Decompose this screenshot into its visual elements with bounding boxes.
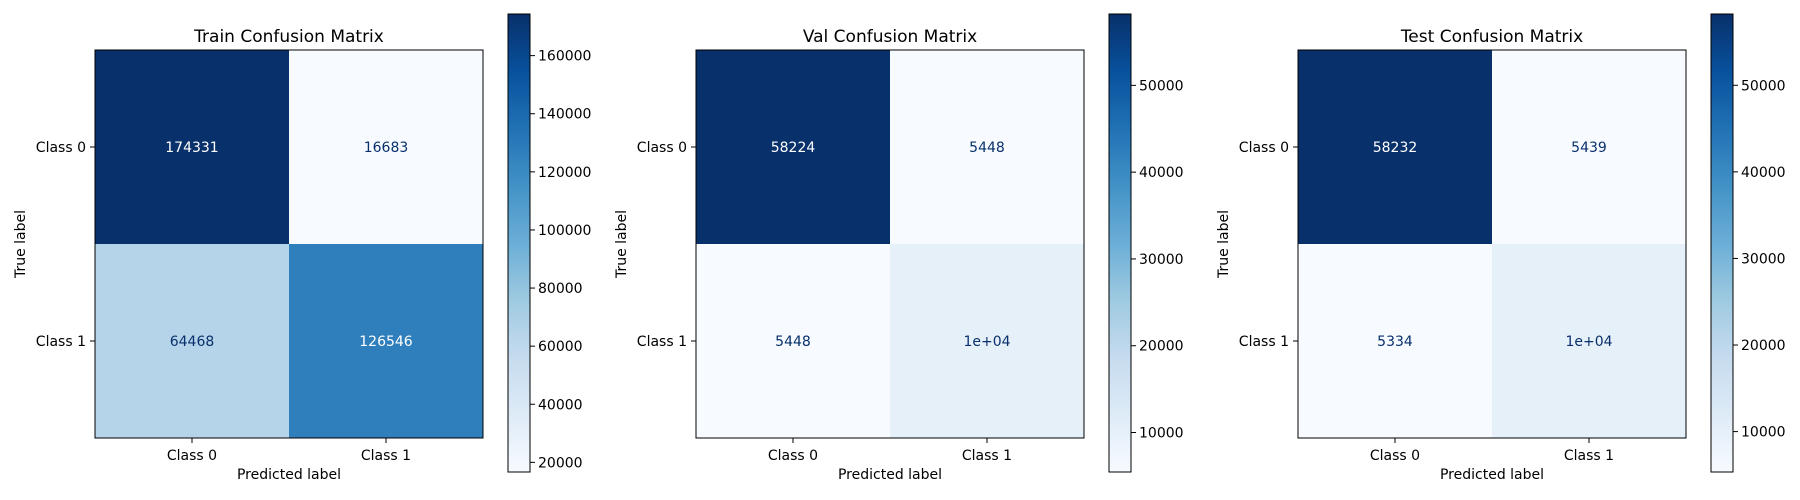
x-axis-label: Predicted label [838, 467, 942, 483]
heatmap-cell [1492, 50, 1686, 244]
colorbar-tick-label: 20000 [1741, 338, 1786, 354]
x-tick-label: Class 0 [1370, 448, 1420, 464]
colorbar-tick-label: 40000 [1139, 165, 1184, 181]
heatmap-cell [890, 50, 1084, 244]
x-tick-label: Class 1 [1564, 448, 1614, 464]
heatmap-cell [95, 50, 289, 244]
cell-value-label: 58224 [771, 140, 816, 156]
colorbar [1710, 13, 1734, 473]
chart-title: Test Confusion Matrix [1400, 27, 1583, 47]
cell-value-label: 5448 [969, 140, 1005, 156]
cell-value-label: 58232 [1373, 140, 1418, 156]
heatmap-cell [1298, 244, 1492, 438]
heatmap-cell [696, 244, 890, 438]
colorbar-tick-label: 10000 [1741, 425, 1786, 441]
colorbar-tick-label: 80000 [538, 281, 583, 297]
cell-value-label: 1e+04 [963, 334, 1010, 350]
colorbar-tick-label: 40000 [1741, 165, 1786, 181]
cell-value-label: 1e+04 [1565, 334, 1612, 350]
heatmap-cell [1492, 244, 1686, 438]
axes-frame [695, 49, 1085, 439]
colorbar-tick-label: 50000 [1741, 78, 1786, 94]
x-tick-label: Class 0 [167, 448, 217, 464]
colorbar-tick-label: 10000 [1139, 425, 1184, 441]
heatmap-cell [289, 50, 483, 244]
confusion-matrix-panel-0: Train Confusion Matrix 174331 16683 64468 12… [13, 13, 591, 483]
colorbar-tick-label: 40000 [538, 397, 583, 413]
axes-frame [94, 49, 484, 439]
cell-value-label: 64468 [170, 334, 215, 350]
colorbar-tick-label: 160000 [538, 49, 591, 65]
cell-value-label: 5448 [775, 334, 811, 350]
colorbar-tick-label: 100000 [538, 223, 591, 239]
cell-value-label: 174331 [165, 140, 218, 156]
y-tick-label: Class 0 [637, 140, 687, 156]
x-tick-label: Class 1 [361, 448, 411, 464]
axes-frame [1297, 49, 1687, 439]
y-axis-label: True label [1216, 210, 1232, 279]
heatmap-cell [696, 50, 890, 244]
heatmap-cell [1298, 50, 1492, 244]
y-tick-label: Class 0 [1239, 140, 1289, 156]
x-tick-label: Class 1 [962, 448, 1012, 464]
y-tick-label: Class 1 [1239, 334, 1289, 350]
colorbar-tick-label: 120000 [538, 165, 591, 181]
colorbar-tick-label: 140000 [538, 107, 591, 123]
heatmap-cell [890, 244, 1084, 438]
cell-value-label: 16683 [364, 140, 409, 156]
colorbar [1108, 13, 1132, 473]
confusion-matrix-panel-2: Test Confusion Matrix 58232 5439 5334 1e+04 C… [1216, 13, 1786, 483]
cell-value-label: 5334 [1377, 334, 1413, 350]
x-tick-label: Class 0 [768, 448, 818, 464]
colorbar-tick-label: 30000 [1139, 252, 1184, 268]
y-axis-label: True label [13, 210, 29, 279]
heatmap-cell [289, 244, 483, 438]
colorbar-tick-label: 60000 [538, 339, 583, 355]
colorbar [507, 13, 531, 473]
x-axis-label: Predicted label [237, 467, 341, 483]
colorbar-tick-label: 30000 [1741, 251, 1786, 267]
chart-title: Val Confusion Matrix [803, 27, 977, 47]
chart-title: Train Confusion Matrix [193, 27, 384, 47]
y-tick-label: Class 1 [637, 334, 687, 350]
y-tick-label: Class 0 [36, 140, 86, 156]
cell-value-label: 5439 [1571, 140, 1607, 156]
colorbar-tick-label: 50000 [1139, 78, 1184, 94]
y-axis-label: True label [614, 210, 630, 279]
x-axis-label: Predicted label [1440, 467, 1544, 483]
heatmap-cell [95, 244, 289, 438]
cell-value-label: 126546 [359, 334, 413, 350]
colorbar-tick-label: 20000 [538, 455, 583, 471]
y-tick-label: Class 1 [36, 334, 86, 350]
confusion-matrix-panel-1: Val Confusion Matrix 58224 5448 5448 1e+04 Cl… [614, 13, 1184, 483]
colorbar-tick-label: 20000 [1139, 339, 1184, 355]
